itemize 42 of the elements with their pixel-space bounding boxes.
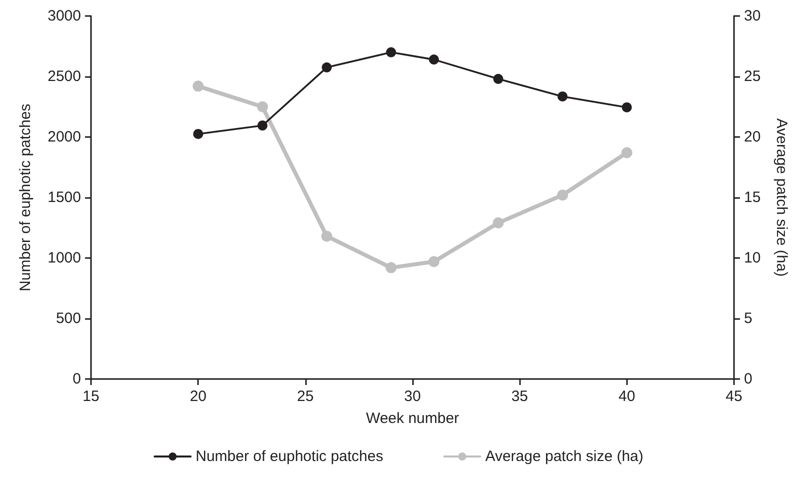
x-tick-label: 40 — [618, 388, 636, 405]
y2-tick-label: 0 — [744, 370, 752, 388]
y-tick-label: 500 — [56, 310, 81, 327]
x-axis-title: Week number — [366, 410, 460, 427]
y-axis-title: Number of euphotic patches — [17, 104, 34, 292]
point — [558, 91, 568, 102]
y-tick-label: 3000 — [48, 8, 81, 24]
point — [386, 47, 396, 58]
point — [192, 80, 204, 92]
point — [428, 256, 440, 268]
y2-tick-label: 20 — [744, 128, 761, 146]
point — [557, 190, 568, 201]
point — [257, 120, 268, 130]
y-tick-label: 1500 — [48, 189, 81, 206]
x-tick-label: 35 — [511, 388, 528, 405]
point — [622, 102, 632, 112]
point — [322, 62, 332, 72]
y2-tick-label: 25 — [744, 68, 761, 85]
x-tick-label: 15 — [82, 388, 100, 405]
y-tick-label: 0 — [72, 370, 81, 388]
point — [492, 217, 504, 228]
y2-tick-label: 10 — [744, 250, 761, 266]
x-tick-label: 30 — [404, 388, 421, 405]
y-tick-label: 1000 — [48, 250, 81, 266]
legend-label: Number of euphotic patches — [196, 448, 384, 465]
point — [621, 147, 632, 158]
x-tick-label: 25 — [296, 388, 314, 405]
x-tick-label: 20 — [190, 388, 207, 405]
point — [493, 74, 504, 84]
y2-tick-label: 15 — [744, 189, 761, 206]
y-tick-label: 2500 — [48, 68, 81, 85]
point — [386, 262, 397, 274]
y-tick-label: 2000 — [48, 128, 81, 146]
legend-label: Average patch size (ha) — [485, 448, 644, 465]
point — [321, 230, 332, 242]
point — [256, 101, 268, 112]
point — [428, 54, 439, 65]
point — [193, 128, 204, 139]
x-tick-label: 45 — [726, 388, 742, 405]
y2-tick-label: 30 — [744, 8, 761, 24]
y2-tick-label: 5 — [744, 310, 752, 327]
y2-axis-title: Average patch size (ha) — [773, 118, 790, 277]
